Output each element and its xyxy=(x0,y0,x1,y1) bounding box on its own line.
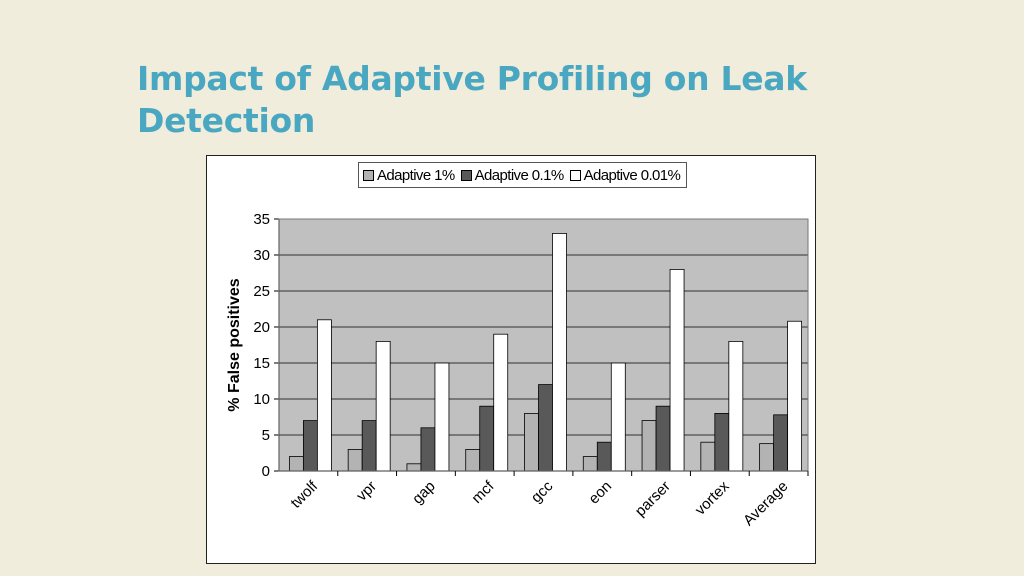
bar-gcc-series-2 xyxy=(538,384,553,472)
chart-frame: Adaptive 1% Adaptive 0.1% Adaptive 0.01%… xyxy=(206,155,816,564)
legend-swatch-adaptive-0-1 xyxy=(460,169,472,181)
bar-eon-series-3 xyxy=(610,362,626,472)
slide-title: Impact of Adaptive Profiling on Leak Det… xyxy=(137,59,807,140)
legend-item-adaptive-0-1: Adaptive 0.1% xyxy=(460,166,565,184)
y-tick-label: 30 xyxy=(253,247,270,264)
bar-gcc-series-3 xyxy=(552,233,567,472)
bar-vpr-series-1 xyxy=(347,448,363,472)
y-axis-label: % False positives xyxy=(226,278,243,411)
bar-vpr-series-2 xyxy=(361,420,377,472)
y-tick-label: 35 xyxy=(253,211,270,228)
y-tick-label: 20 xyxy=(253,319,270,336)
legend-item-adaptive-1: Adaptive 1% xyxy=(363,167,455,184)
bar-gap-series-3 xyxy=(434,362,450,472)
chart-legend: Adaptive 1% Adaptive 0.1% Adaptive 0.01% xyxy=(358,162,688,188)
bar-average-series-2 xyxy=(773,414,789,472)
bar-eon-series-2 xyxy=(596,441,612,472)
x-tick-label: vpr xyxy=(353,478,380,505)
bar-gap-series-2 xyxy=(420,427,436,472)
bar-mcf-series-2 xyxy=(479,405,495,472)
bar-vortex-series-1 xyxy=(700,441,716,472)
y-tick-labels: 0 5 10 15 20 25 30 35 xyxy=(253,211,270,480)
y-tick-label: 5 xyxy=(262,427,270,444)
x-tick-label: parser xyxy=(632,478,674,520)
bar-vortex-series-2 xyxy=(714,412,730,472)
axes xyxy=(274,218,809,476)
legend-swatch-adaptive-0-01 xyxy=(569,169,581,181)
bar-twolf-series-3 xyxy=(316,319,332,472)
plot-border xyxy=(278,218,809,472)
x-tick-label: gcc xyxy=(528,477,557,506)
legend-label-adaptive-0-1: Adaptive 0.1% xyxy=(474,166,565,184)
bar-chart: 0 5 10 15 20 25 30 35 twolf vpr gap mcf gcc eon parse… xyxy=(226,211,809,529)
bar-vortex-series-3 xyxy=(728,340,744,472)
bar-twolf-series-2 xyxy=(302,420,318,472)
legend-swatch-adaptive-1 xyxy=(363,169,374,181)
legend-label-adaptive-0-01: Adaptive 0.01% xyxy=(583,166,681,184)
legend-label-adaptive-1: Adaptive 1% xyxy=(377,166,455,184)
bar-average-series-1 xyxy=(759,443,775,472)
x-tick-label: Average xyxy=(740,478,791,529)
y-tick-label: 25 xyxy=(253,283,270,300)
bar-gap-series-1 xyxy=(406,463,422,472)
bar-mcf-series-1 xyxy=(465,448,481,472)
bar-average-series-3 xyxy=(787,320,803,472)
x-tick-label: eon xyxy=(585,478,615,508)
bar-mcf-series-3 xyxy=(493,333,509,472)
y-tick-label: 15 xyxy=(253,355,270,372)
bar-eon-series-1 xyxy=(582,456,598,472)
y-tick-label: 10 xyxy=(253,391,270,408)
x-tick-label: mcf xyxy=(468,477,498,507)
bars xyxy=(288,233,803,472)
bar-twolf-series-1 xyxy=(288,456,304,472)
x-tick-label: twolf xyxy=(287,477,321,511)
legend-item-adaptive-0-01: Adaptive 0.01% xyxy=(569,166,681,184)
bar-vpr-series-3 xyxy=(375,340,391,472)
bar-parser-series-3 xyxy=(669,269,685,472)
bar-parser-series-2 xyxy=(655,405,671,472)
x-tick-labels: twolf vpr gap mcf gcc eon parser vortex Average xyxy=(287,477,791,529)
bar-gcc-series-1 xyxy=(524,412,539,472)
x-tick-label: vortex xyxy=(692,477,733,518)
bar-parser-series-1 xyxy=(641,420,657,472)
y-tick-label: 0 xyxy=(262,463,270,480)
x-tick-label: gap xyxy=(409,478,439,508)
